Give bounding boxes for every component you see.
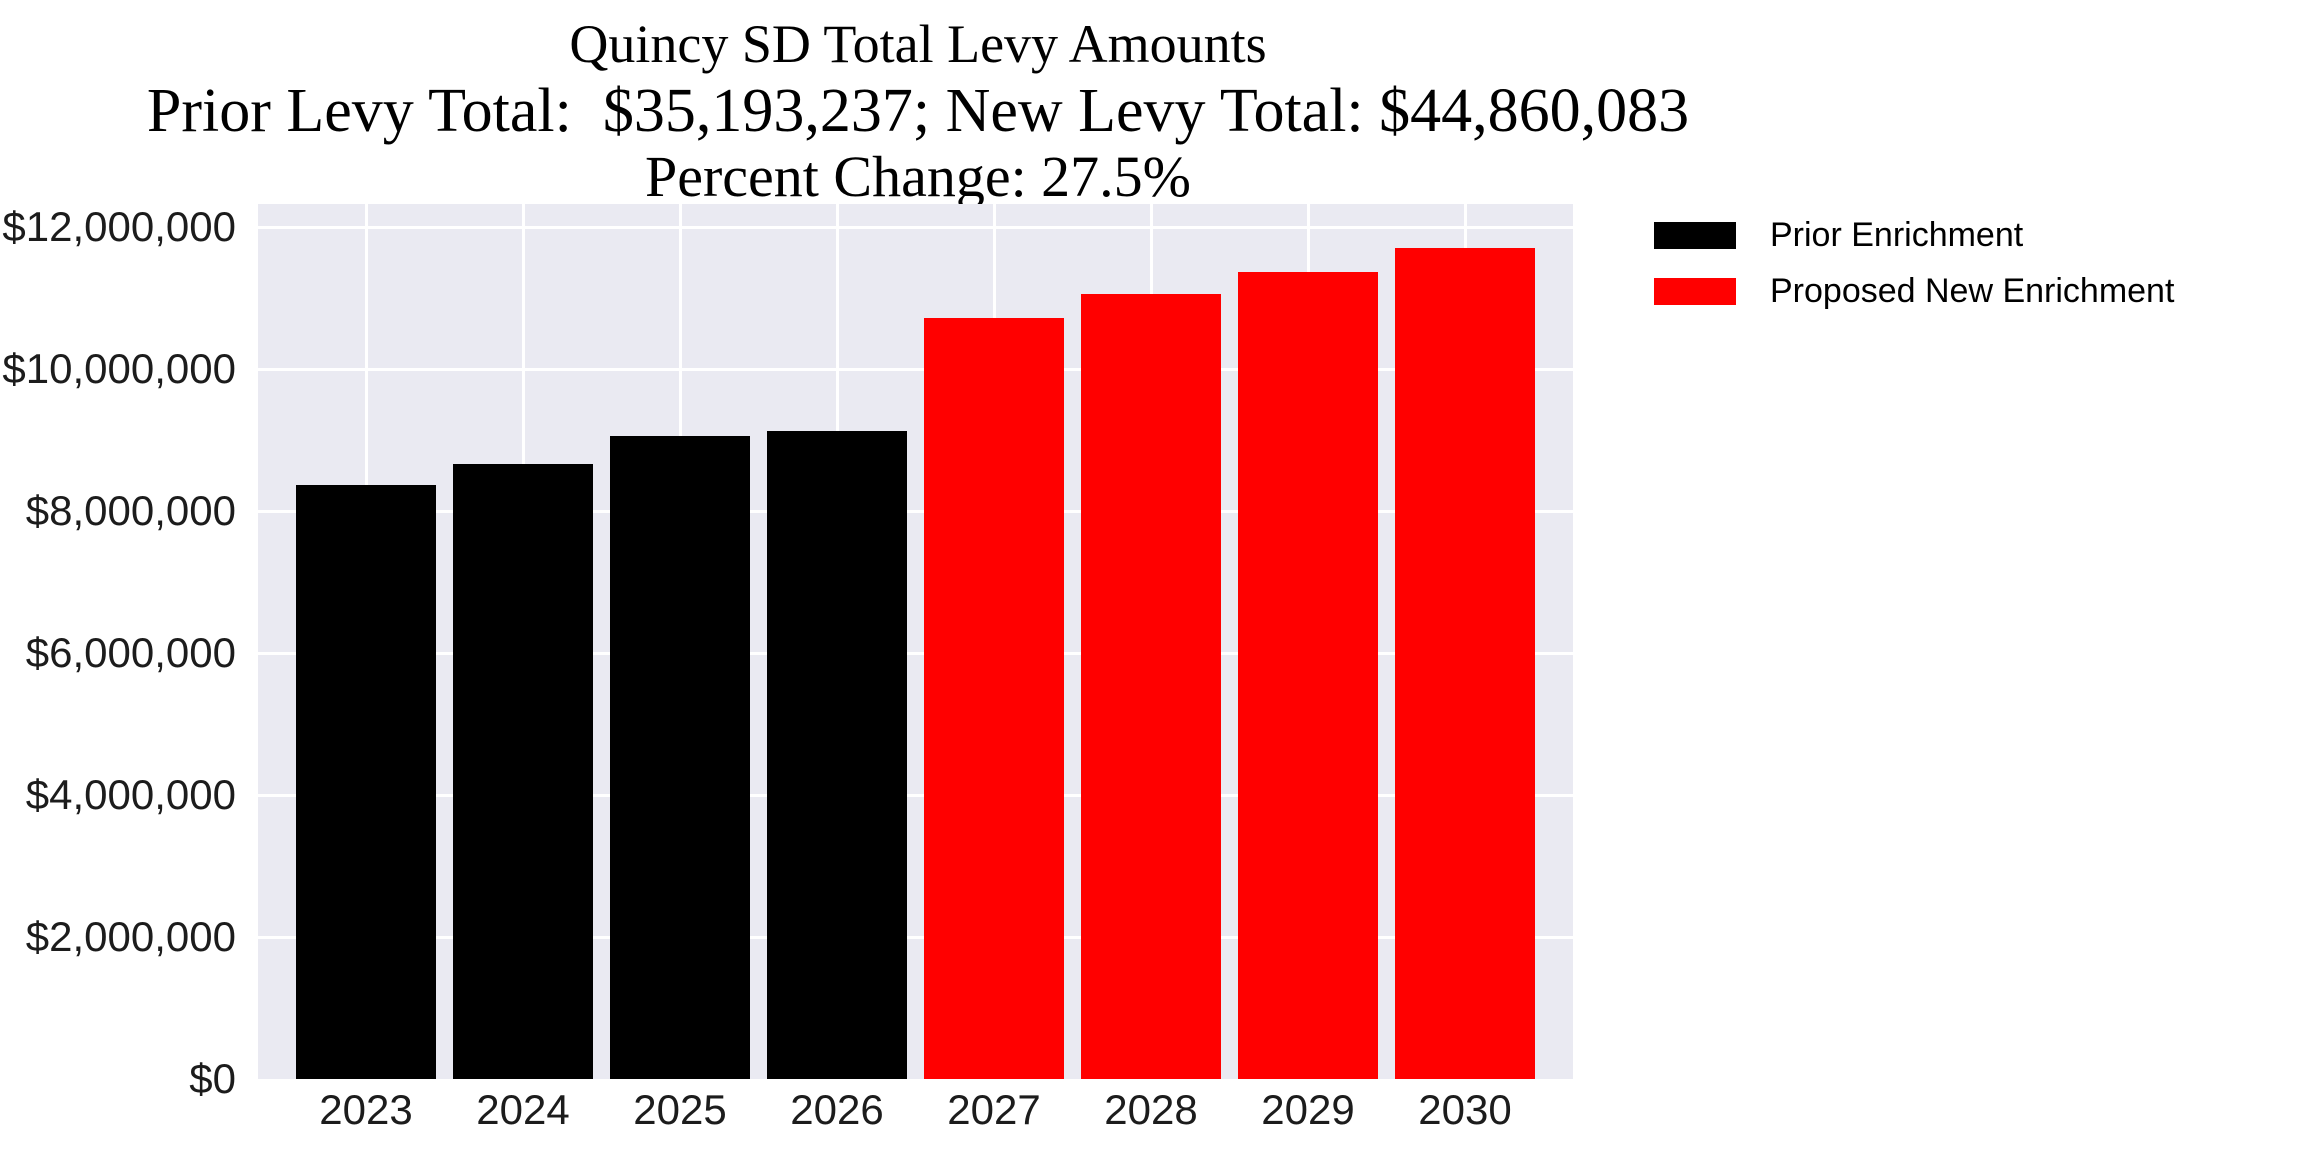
- y-tick-label: $0: [189, 1055, 236, 1102]
- x-tick-label: 2025: [633, 1086, 727, 1133]
- chart-title-line-2: Prior Levy Total: $35,193,237; New Levy …: [146, 77, 1690, 145]
- gridline-horizontal: [258, 367, 1573, 371]
- x-tick-label: 2029: [1261, 1086, 1355, 1133]
- bar-2026: [767, 431, 907, 1079]
- gridline-horizontal: [258, 935, 1573, 939]
- chart-title: Quincy SD Total Levy Amounts Prior Levy …: [0, 14, 1836, 208]
- bar-2025: [610, 436, 750, 1079]
- bar-2027: [924, 317, 1064, 1079]
- plot-area: [258, 204, 1573, 1079]
- x-tick-label: 2027: [947, 1086, 1041, 1133]
- y-tick-label: $12,000,000: [2, 203, 236, 250]
- gridline-horizontal: [258, 651, 1573, 655]
- legend-item-prior: Prior Enrichment: [1654, 207, 2174, 263]
- x-tick-label: 2030: [1418, 1086, 1512, 1133]
- x-tick-label: 2026: [790, 1086, 884, 1133]
- x-tick-label: 2023: [319, 1086, 413, 1133]
- legend-item-proposed: Proposed New Enrichment: [1654, 263, 2174, 319]
- legend-label: Proposed New Enrichment: [1770, 271, 2175, 310]
- x-tick-label: 2028: [1104, 1086, 1198, 1133]
- bar-2023: [296, 485, 436, 1079]
- legend: Prior Enrichment Proposed New Enrichment: [1654, 207, 2174, 319]
- prior-enrichment-swatch: [1654, 221, 1736, 249]
- bar-2029: [1238, 271, 1378, 1079]
- gridline-horizontal: [258, 509, 1573, 513]
- y-tick-label: $8,000,000: [25, 487, 236, 534]
- proposed-new-enrichment-swatch: [1654, 277, 1736, 305]
- chart-title-line-3: Percent Change: 27.5%: [644, 144, 1191, 209]
- x-tick-label: 2024: [476, 1086, 570, 1133]
- bar-2024: [453, 464, 593, 1079]
- y-tick-label: $10,000,000: [2, 345, 236, 392]
- gridline-horizontal: [258, 793, 1573, 797]
- y-tick-label: $2,000,000: [25, 913, 236, 960]
- chart-title-line-1: Quincy SD Total Levy Amounts: [569, 14, 1267, 74]
- y-tick-label: $4,000,000: [25, 771, 236, 818]
- gridline-horizontal: [258, 225, 1573, 229]
- bar-2030: [1395, 247, 1535, 1079]
- bar-2028: [1081, 293, 1221, 1079]
- y-tick-label: $6,000,000: [25, 629, 236, 676]
- legend-label: Prior Enrichment: [1770, 215, 2024, 254]
